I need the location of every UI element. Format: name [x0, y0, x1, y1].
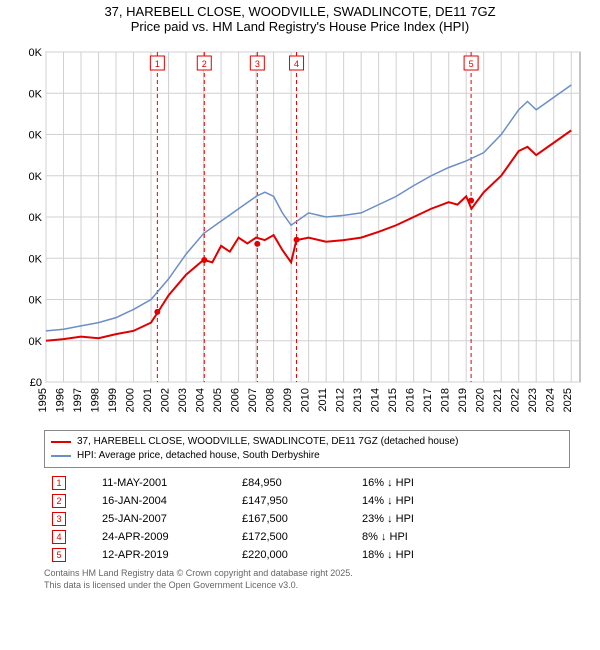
chart-container: 37, HAREBELL CLOSE, WOODVILLE, SWADLINCO…: [0, 0, 600, 650]
y-tick-label: £50K: [28, 336, 43, 348]
sale-marker-icon: 2: [52, 494, 66, 508]
sale-price: £84,950: [234, 474, 354, 492]
title-line2: Price paid vs. HM Land Registry's House …: [10, 19, 590, 34]
x-tick-label: 2016: [405, 388, 417, 412]
sale-marker-icon: 5: [52, 548, 66, 562]
sale-delta: 18% ↓ HPI: [354, 546, 570, 564]
y-tick-label: £350K: [28, 88, 43, 100]
x-tick-label: 1999: [107, 388, 119, 412]
sale-date: 24-APR-2009: [94, 528, 234, 546]
footer-line1: Contains HM Land Registry data © Crown c…: [44, 568, 570, 580]
x-tick-label: 2025: [562, 388, 574, 412]
x-tick-label: 2006: [230, 388, 242, 412]
sale-delta: 23% ↓ HPI: [354, 510, 570, 528]
y-tick-label: £0: [30, 377, 42, 389]
sale-marker-icon: 4: [52, 530, 66, 544]
sale-price: £220,000: [234, 546, 354, 564]
sale-dot: [294, 237, 300, 243]
x-tick-label: 1996: [55, 388, 67, 412]
legend-row: 37, HAREBELL CLOSE, WOODVILLE, SWADLINCO…: [51, 435, 563, 449]
sale-delta: 16% ↓ HPI: [354, 474, 570, 492]
line-chart: £0 £50K £100K £150K £200K £250K £300K £350K £400…: [28, 44, 588, 424]
legend-row: HPI: Average price, detached house, Sout…: [51, 449, 563, 463]
sale-delta: 14% ↓ HPI: [354, 492, 570, 510]
legend-label: 37, HAREBELL CLOSE, WOODVILLE, SWADLINCO…: [77, 435, 458, 449]
x-tick-label: 2022: [510, 388, 522, 412]
y-tick-label: £100K: [28, 295, 43, 307]
table-row: 3 25-JAN-2007£167,50023% ↓ HPI: [44, 510, 570, 528]
x-tick-label: 2018: [440, 388, 452, 412]
sale-date: 25-JAN-2007: [94, 510, 234, 528]
x-tick-label: 2013: [352, 388, 364, 412]
x-tick-label: 2017: [422, 388, 434, 412]
table-row: 2 16-JAN-2004£147,95014% ↓ HPI: [44, 492, 570, 510]
sale-marker-number: 4: [294, 59, 299, 69]
x-tick-label: 2020: [475, 388, 487, 412]
legend-label: HPI: Average price, detached house, Sout…: [77, 449, 320, 463]
table-row: 5 12-APR-2019£220,00018% ↓ HPI: [44, 546, 570, 564]
footer-line2: This data is licensed under the Open Gov…: [44, 580, 570, 592]
sale-dot: [201, 257, 207, 263]
x-tick-label: 2009: [282, 388, 294, 412]
x-tick-label: 2010: [300, 388, 312, 412]
sale-price: £172,500: [234, 528, 354, 546]
x-tick-label: 2015: [387, 388, 399, 412]
x-tick-label: 2003: [177, 388, 189, 412]
sale-dot: [254, 241, 260, 247]
x-tick-label: 2004: [195, 388, 207, 412]
x-tick-label: 2007: [247, 388, 259, 412]
title-block: 37, HAREBELL CLOSE, WOODVILLE, SWADLINCO…: [0, 0, 600, 36]
x-tick-label: 2008: [265, 388, 277, 412]
x-tick-label: 2012: [335, 388, 347, 412]
x-tick-label: 1995: [37, 388, 49, 412]
x-tick-label: 2002: [160, 388, 172, 412]
legend-swatch: [51, 441, 71, 443]
sale-marker-icon: 1: [52, 476, 66, 490]
x-tick-label: 2000: [125, 388, 137, 412]
x-tick-label: 2011: [317, 388, 329, 412]
sales-table: 1 11-MAY-2001£84,95016% ↓ HPI 2 16-JAN-2004…: [44, 474, 570, 564]
sale-date: 16-JAN-2004: [94, 492, 234, 510]
sale-marker-number: 2: [202, 59, 207, 69]
y-tick-label: £200K: [28, 212, 43, 224]
sale-date: 11-MAY-2001: [94, 474, 234, 492]
sale-marker-number: 3: [255, 59, 260, 69]
title-line1: 37, HAREBELL CLOSE, WOODVILLE, SWADLINCO…: [10, 4, 590, 19]
sale-delta: 8% ↓ HPI: [354, 528, 570, 546]
sale-date: 12-APR-2019: [94, 546, 234, 564]
x-tick-label: 2021: [492, 388, 504, 412]
legend-swatch: [51, 455, 71, 457]
x-tick-label: 1998: [90, 388, 102, 412]
x-tick-label: 2019: [457, 388, 469, 412]
sale-dot: [468, 198, 474, 204]
legend: 37, HAREBELL CLOSE, WOODVILLE, SWADLINCO…: [44, 430, 570, 468]
sale-dot: [154, 309, 160, 315]
footer: Contains HM Land Registry data © Crown c…: [44, 568, 570, 591]
sale-marker-icon: 3: [52, 512, 66, 526]
sale-price: £147,950: [234, 492, 354, 510]
sale-marker-number: 5: [469, 59, 474, 69]
sale-marker-number: 1: [155, 59, 160, 69]
y-tick-label: £300K: [28, 130, 43, 142]
y-tick-label: £400K: [28, 47, 43, 59]
x-tick-label: 2024: [545, 388, 557, 412]
y-tick-label: £150K: [28, 253, 43, 265]
x-tick-label: 2023: [527, 388, 539, 412]
x-tick-label: 2005: [212, 388, 224, 412]
x-tick-label: 2001: [142, 388, 154, 412]
sale-price: £167,500: [234, 510, 354, 528]
y-tick-label: £250K: [28, 171, 43, 183]
x-tick-label: 1997: [72, 388, 84, 412]
x-tick-label: 2014: [370, 388, 382, 412]
table-row: 4 24-APR-2009£172,5008% ↓ HPI: [44, 528, 570, 546]
chart-area: £0 £50K £100K £150K £200K £250K £300K £350K £400…: [28, 44, 588, 424]
table-row: 1 11-MAY-2001£84,95016% ↓ HPI: [44, 474, 570, 492]
